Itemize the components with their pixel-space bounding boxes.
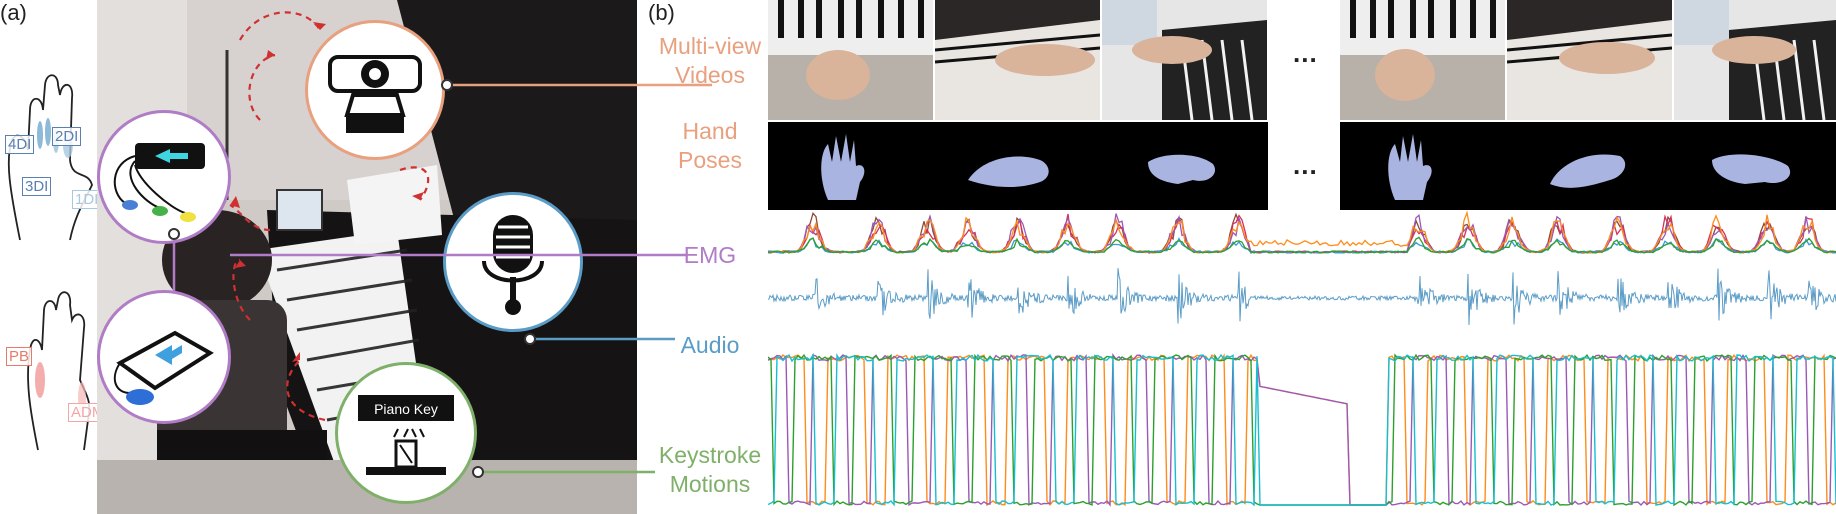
hand-pose-strip-1: [768, 122, 1268, 210]
emg-sensor-circle-bottom: [97, 290, 231, 424]
hand-pose-strip-2: [1340, 122, 1836, 210]
video-frame-3: [1102, 0, 1267, 120]
microphone-icon: [482, 215, 544, 315]
keystroke-trace: [768, 352, 1836, 507]
muscle-label-2di: 2DI: [52, 127, 82, 146]
piano-key-sensor-circle: Piano Key: [335, 362, 477, 504]
pose-ellipsis: ...: [1293, 150, 1318, 180]
row-label-keystroke: Keystroke Motions: [625, 441, 795, 499]
video-frame-4: [1340, 0, 1505, 120]
connection-arrows: [229, 11, 430, 422]
emg-cable-icon: [113, 143, 205, 222]
camera-icon-circle: [305, 20, 445, 160]
muscle-label-4di: 4DI: [5, 135, 35, 154]
emg-trace: [768, 236, 1836, 254]
microphone-icon-circle: [443, 192, 583, 332]
audio-waveform: [768, 268, 1836, 326]
video-frame-1: [768, 0, 933, 120]
video-ellipsis: ...: [1293, 38, 1318, 68]
muscle-label-3di: 3DI: [22, 177, 52, 196]
video-frame-6: [1674, 0, 1836, 120]
muscle-label-1di: 1DI: [72, 190, 102, 209]
emg-sensor-circle-top: [97, 110, 231, 244]
row-label-videos-line2: Videos: [675, 62, 745, 88]
row-label-keystroke-line1: Keystroke: [658, 442, 762, 468]
row-label-keystroke-line2: Motions: [669, 471, 751, 497]
video-frame-5: [1507, 0, 1672, 120]
row-label-poses-line2: Poses: [678, 147, 742, 173]
row-label-emg: EMG: [683, 242, 737, 268]
muscle-label-pb: PB: [6, 347, 33, 366]
panel-a-label: (a): [0, 0, 27, 25]
row-label-videos-line1: Multi-view: [658, 33, 762, 59]
signal-plots: [768, 210, 1836, 507]
emg-sensor-icon: [113, 330, 214, 405]
piano-key-label: Piano Key: [374, 401, 438, 417]
row-label-audio: Audio: [680, 332, 740, 358]
row-label-poses-line1: Hand: [682, 118, 738, 144]
video-frame-2: [935, 0, 1100, 120]
row-label-videos: Multi-view Videos: [625, 32, 795, 90]
webcam-icon: [328, 55, 422, 133]
key-sensor-icon: [358, 395, 454, 475]
panel-b-label: (b): [648, 0, 675, 25]
row-label-poses: Hand Poses: [625, 117, 795, 175]
